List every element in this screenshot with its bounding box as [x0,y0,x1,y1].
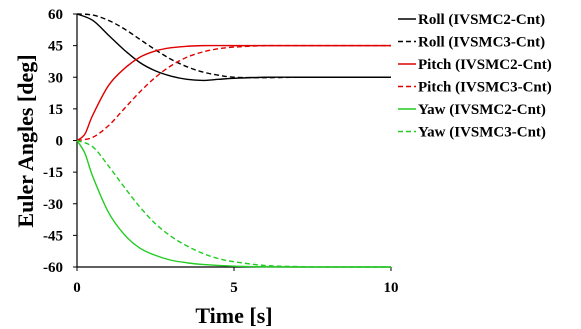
legend-label: Pitch (IVSMC3-Cnt) [418,80,552,96]
y-tick-label: 60 [48,7,63,23]
series-line-yaw-ivsmc2-cnt [76,140,391,268]
y-tick-label: 30 [48,70,63,86]
series-line-roll-ivsmc2-cnt [76,13,391,82]
series-line-yaw-ivsmc3-cnt [76,139,391,268]
x-tick-label: 10 [384,280,399,296]
y-tick-label: -30 [43,197,63,213]
y-tick-label: -45 [43,228,63,244]
x-axis-label: Time [s] [195,303,272,328]
legend-item: Pitch (IVSMC2-Cnt) [398,57,552,73]
plot-area [76,13,392,268]
legend-item: Pitch (IVSMC3-Cnt) [398,80,552,96]
legend-label: Yaw (IVSMC3-Cnt) [418,125,546,141]
series-line-pitch-ivsmc2-cnt [76,44,392,142]
y-axis-label: Euler Angles [deg] [13,54,38,227]
legend-label: Roll (IVSMC3-Cnt) [418,35,545,51]
y-tick-label: -15 [43,165,63,181]
legend-item: Yaw (IVSMC3-Cnt) [398,125,546,141]
legend-item: Yaw (IVSMC2-Cnt) [398,102,546,118]
y-tick-label: 0 [56,134,64,150]
legend-label: Yaw (IVSMC2-Cnt) [418,102,546,118]
series-line-pitch-ivsmc3-cnt [76,44,392,142]
y-tick-label: 15 [48,102,63,118]
axes: 60 45 30 15 0 -15 -30 -45 -60 0 5 10 [43,7,399,296]
legend-label: Roll (IVSMC2-Cnt) [418,12,545,28]
y-tick-label: 45 [48,39,63,55]
x-tick-label: 5 [230,280,238,296]
legend-label: Pitch (IVSMC2-Cnt) [418,57,552,73]
series-line-roll-ivsmc3-cnt [76,13,391,79]
legend-item: Roll (IVSMC3-Cnt) [398,35,545,51]
legend-item: Roll (IVSMC2-Cnt) [398,12,545,28]
y-tick-label: -60 [43,260,63,276]
x-tick-label: 0 [73,280,81,296]
legend: Roll (IVSMC2-Cnt) Roll (IVSMC3-Cnt) Pitch … [398,12,552,141]
